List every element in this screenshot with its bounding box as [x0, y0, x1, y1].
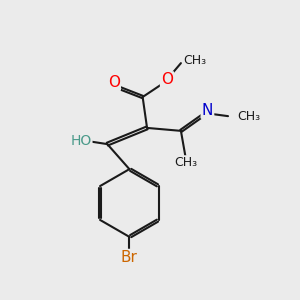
Text: CH₃: CH₃ [174, 156, 197, 169]
Text: Br: Br [121, 250, 138, 265]
Text: O: O [161, 72, 173, 87]
Text: HO: HO [70, 134, 92, 148]
Text: N: N [202, 103, 213, 118]
Text: O: O [108, 75, 120, 90]
Text: CH₃: CH₃ [237, 110, 260, 123]
Text: CH₃: CH₃ [183, 54, 206, 67]
